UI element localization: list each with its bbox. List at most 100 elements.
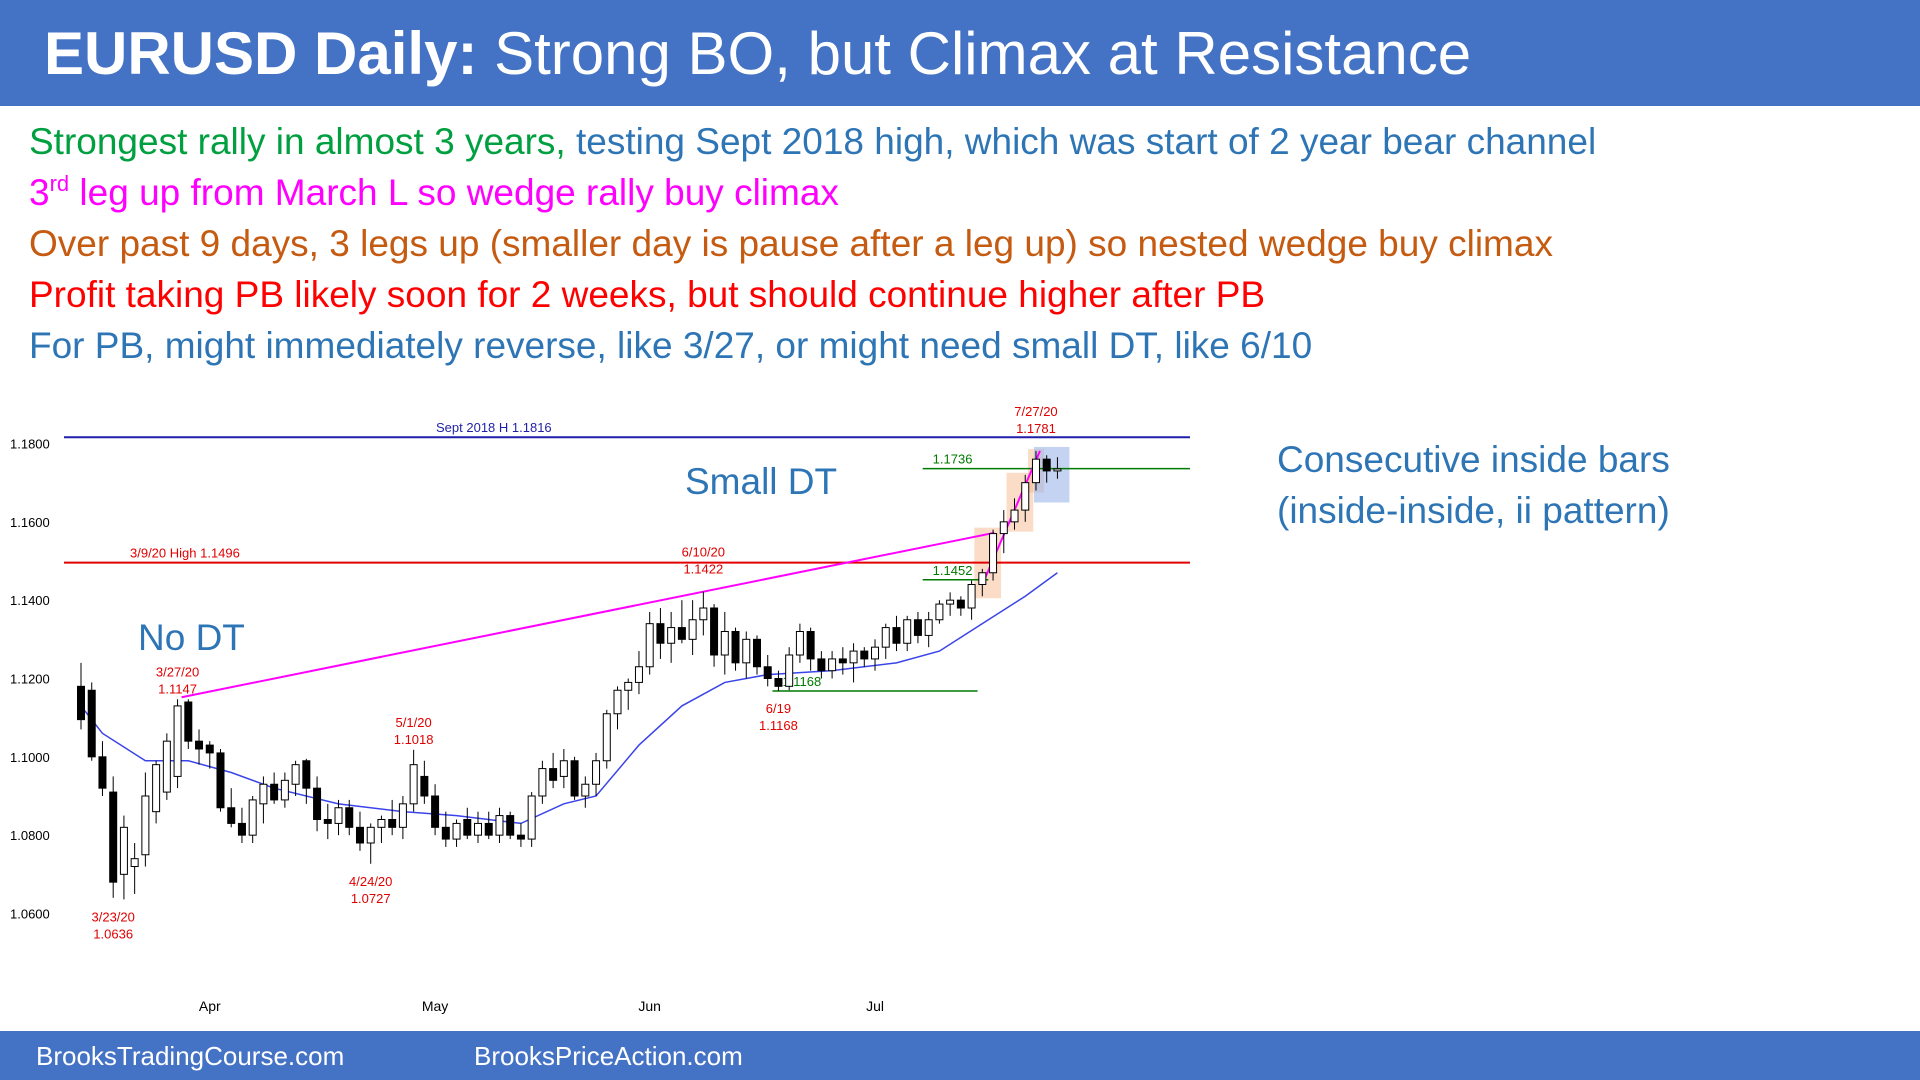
candle — [978, 568, 987, 597]
candle — [624, 678, 633, 710]
candle-body — [1031, 458, 1040, 484]
candle-body — [152, 764, 161, 813]
candle — [1021, 474, 1030, 522]
candle — [270, 772, 279, 804]
candle-body — [98, 756, 107, 789]
candle-body — [484, 822, 493, 836]
annotation-price-label: 1.1422 — [683, 562, 723, 577]
candle-body — [141, 795, 150, 856]
inside-bars-line1: Consecutive inside bars — [1277, 439, 1670, 480]
candle-body — [1010, 509, 1019, 523]
y-tick-label: 1.1600 — [10, 515, 50, 530]
slide-title: EURUSD Daily: Strong BO, but Climax at R… — [44, 18, 1471, 90]
annotation-price-label: 1.0636 — [93, 926, 133, 941]
candle — [828, 651, 837, 679]
candle-body — [87, 689, 96, 758]
candle — [280, 772, 289, 808]
y-tick-label: 1.0600 — [10, 907, 50, 922]
y-tick-label: 1.1400 — [10, 593, 50, 608]
candle-body — [549, 768, 558, 781]
wedge-trendline — [181, 531, 995, 699]
candle-body — [731, 631, 740, 664]
bullet-text: rd — [49, 171, 70, 196]
candle — [559, 749, 568, 789]
candle-body — [109, 791, 118, 883]
candle — [581, 776, 590, 808]
candle — [806, 627, 815, 671]
annotation-price-label: 1.1168 — [759, 718, 798, 733]
candle — [98, 741, 107, 796]
candle — [313, 776, 322, 832]
annotation-date-label: 3/27/20 — [156, 664, 199, 679]
candle-body — [474, 822, 483, 836]
candle — [763, 655, 772, 687]
candle — [441, 811, 450, 847]
candle-body — [999, 521, 1008, 535]
annotation-date-label: 5/1/20 — [396, 715, 432, 730]
candle — [999, 510, 1008, 554]
candle-body — [1042, 458, 1051, 472]
candle — [935, 600, 944, 624]
candle — [109, 776, 118, 898]
candle — [409, 749, 418, 812]
candle — [495, 807, 504, 843]
candle — [838, 647, 847, 675]
candle-body — [162, 740, 171, 793]
candle-body — [989, 533, 998, 574]
candle-body — [624, 681, 633, 691]
candle-body — [763, 666, 772, 679]
candle — [1010, 498, 1019, 530]
candle — [119, 815, 128, 900]
candle — [731, 627, 740, 671]
candle — [216, 749, 225, 812]
candle-body — [903, 619, 912, 644]
candle — [871, 639, 880, 671]
candle — [1053, 457, 1062, 479]
candle-body — [602, 713, 611, 762]
candle-body — [613, 689, 622, 715]
candle — [549, 752, 558, 789]
candle-body — [345, 807, 354, 828]
candle-body — [205, 744, 214, 754]
candle-body — [119, 826, 128, 875]
candle — [677, 600, 686, 644]
candle — [195, 729, 204, 765]
candle-body — [946, 599, 955, 605]
candle-body — [656, 623, 665, 644]
candle — [913, 611, 922, 644]
candle — [946, 592, 955, 616]
candle-body — [431, 795, 440, 828]
candle-body — [184, 701, 193, 742]
candle — [1042, 455, 1051, 483]
candle — [699, 591, 708, 636]
bullet-text: Strongest rally in almost 3 years, — [29, 121, 566, 162]
candle — [516, 823, 525, 847]
candle-body — [506, 815, 515, 836]
candle — [366, 823, 375, 864]
candle — [431, 784, 440, 836]
candle — [377, 815, 386, 843]
candle-body — [538, 768, 547, 797]
candle — [162, 733, 171, 800]
candle-body — [291, 764, 300, 785]
candle — [463, 807, 472, 840]
candle — [742, 631, 751, 679]
candle-body — [967, 584, 976, 609]
no-dt-callout: No DT — [138, 617, 245, 658]
footer-right-link[interactable]: BrooksPriceAction.com — [474, 1041, 743, 1071]
candle-body — [302, 760, 311, 789]
candle-body — [935, 603, 944, 621]
candle — [1031, 450, 1040, 491]
footer-left-link[interactable]: BrooksTradingCourse.com — [36, 1041, 345, 1071]
candle — [398, 796, 407, 840]
candle-body — [817, 658, 826, 672]
candle — [881, 623, 890, 659]
y-tick-label: 1.1800 — [10, 437, 50, 452]
bullet-text: 3 — [29, 172, 50, 213]
annotation-date-label: 4/24/20 — [349, 874, 392, 889]
bullet-text: testing Sept 2018 high, which was start … — [565, 121, 1597, 162]
bullet-text: Profit taking PB likely soon for 2 weeks… — [29, 274, 1266, 315]
footer-bar: BrooksTradingCourse.com BrooksPriceActio… — [0, 1031, 1920, 1080]
candle-body — [677, 627, 686, 640]
candle-body — [377, 819, 386, 828]
